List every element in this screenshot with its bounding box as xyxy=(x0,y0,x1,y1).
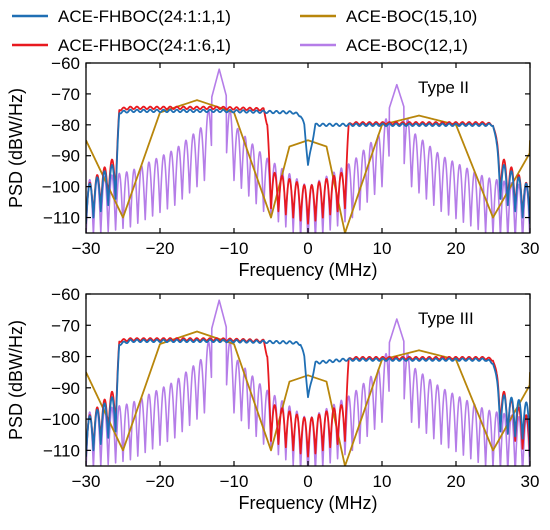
x-tick-label: 10 xyxy=(373,472,392,491)
x-tick-label: −30 xyxy=(72,472,101,491)
x-axis-title: Frequency (MHz) xyxy=(238,260,377,280)
x-tick-label: 10 xyxy=(373,239,392,258)
legend-item: ACE-BOC(12,1) xyxy=(300,36,468,55)
legend-label: ACE-FHBOC(24:1:6,1) xyxy=(58,36,231,55)
y-tick-label: −100 xyxy=(42,178,80,197)
x-tick-label: −10 xyxy=(220,472,249,491)
legend-label: ACE-BOC(15,10) xyxy=(346,7,477,26)
x-tick-label: 20 xyxy=(447,239,466,258)
panel-type-ii: −30 −20 −10 0 10 20 30−60−70−80−90−100−110Freq… xyxy=(6,54,539,280)
y-tick-label: −110 xyxy=(43,441,80,460)
x-axis-title: Frequency (MHz) xyxy=(238,493,377,513)
boc-15-10-series xyxy=(86,330,530,466)
x-tick-label: −20 xyxy=(146,239,175,258)
x-tick-label: −20 xyxy=(146,472,175,491)
type-annotation: Type III xyxy=(418,309,474,328)
y-tick-label: −70 xyxy=(51,316,80,335)
y-axis-title: PSD (dBW/Hz) xyxy=(6,88,26,208)
y-tick-label: −90 xyxy=(51,379,80,398)
x-tick-label: −10 xyxy=(220,239,249,258)
fhboc-1-1-series xyxy=(86,338,530,457)
x-tick-label: 0 xyxy=(303,472,312,491)
x-tick-label: 20 xyxy=(447,472,466,491)
panel-type-iii: −30 −20 −10 0 10 20 30−60−70−80−90−100−110Freq… xyxy=(6,285,539,513)
fhboc-6-1-series xyxy=(86,105,530,225)
legend-label: ACE-BOC(12,1) xyxy=(346,36,468,55)
y-tick-label: −80 xyxy=(51,116,80,135)
boc-12-1-series xyxy=(86,299,530,466)
y-tick-label: −100 xyxy=(42,410,80,429)
x-tick-label: 30 xyxy=(521,239,540,258)
x-tick-label: 0 xyxy=(303,239,312,258)
y-tick-label: −90 xyxy=(51,147,80,166)
x-tick-label: −30 xyxy=(72,239,101,258)
legend-label: ACE-FHBOC(24:1:1,1) xyxy=(58,7,231,26)
fhboc-1-1-series xyxy=(86,108,530,224)
y-tick-label: −80 xyxy=(51,348,80,367)
y-tick-label: −60 xyxy=(51,54,80,73)
type-annotation: Type II xyxy=(418,78,469,97)
legend: ACE-FHBOC(24:1:1,1) ACE-BOC(15,10) ACE-FHB… xyxy=(12,7,477,55)
legend-item: ACE-FHBOC(24:1:1,1) xyxy=(12,7,231,26)
plot-area xyxy=(86,299,530,466)
y-axis-title: PSD (dBW/Hz) xyxy=(6,320,26,440)
plot-area xyxy=(86,68,530,233)
y-tick-label: −70 xyxy=(51,85,80,104)
boc-12-1-series xyxy=(86,68,530,233)
x-tick-label: 30 xyxy=(521,472,540,491)
legend-item: ACE-BOC(15,10) xyxy=(300,7,477,26)
y-tick-label: −60 xyxy=(51,285,80,304)
y-tick-label: −110 xyxy=(43,209,80,228)
legend-item: ACE-FHBOC(24:1:6,1) xyxy=(12,36,231,55)
fhboc-6-1-series xyxy=(86,337,530,458)
